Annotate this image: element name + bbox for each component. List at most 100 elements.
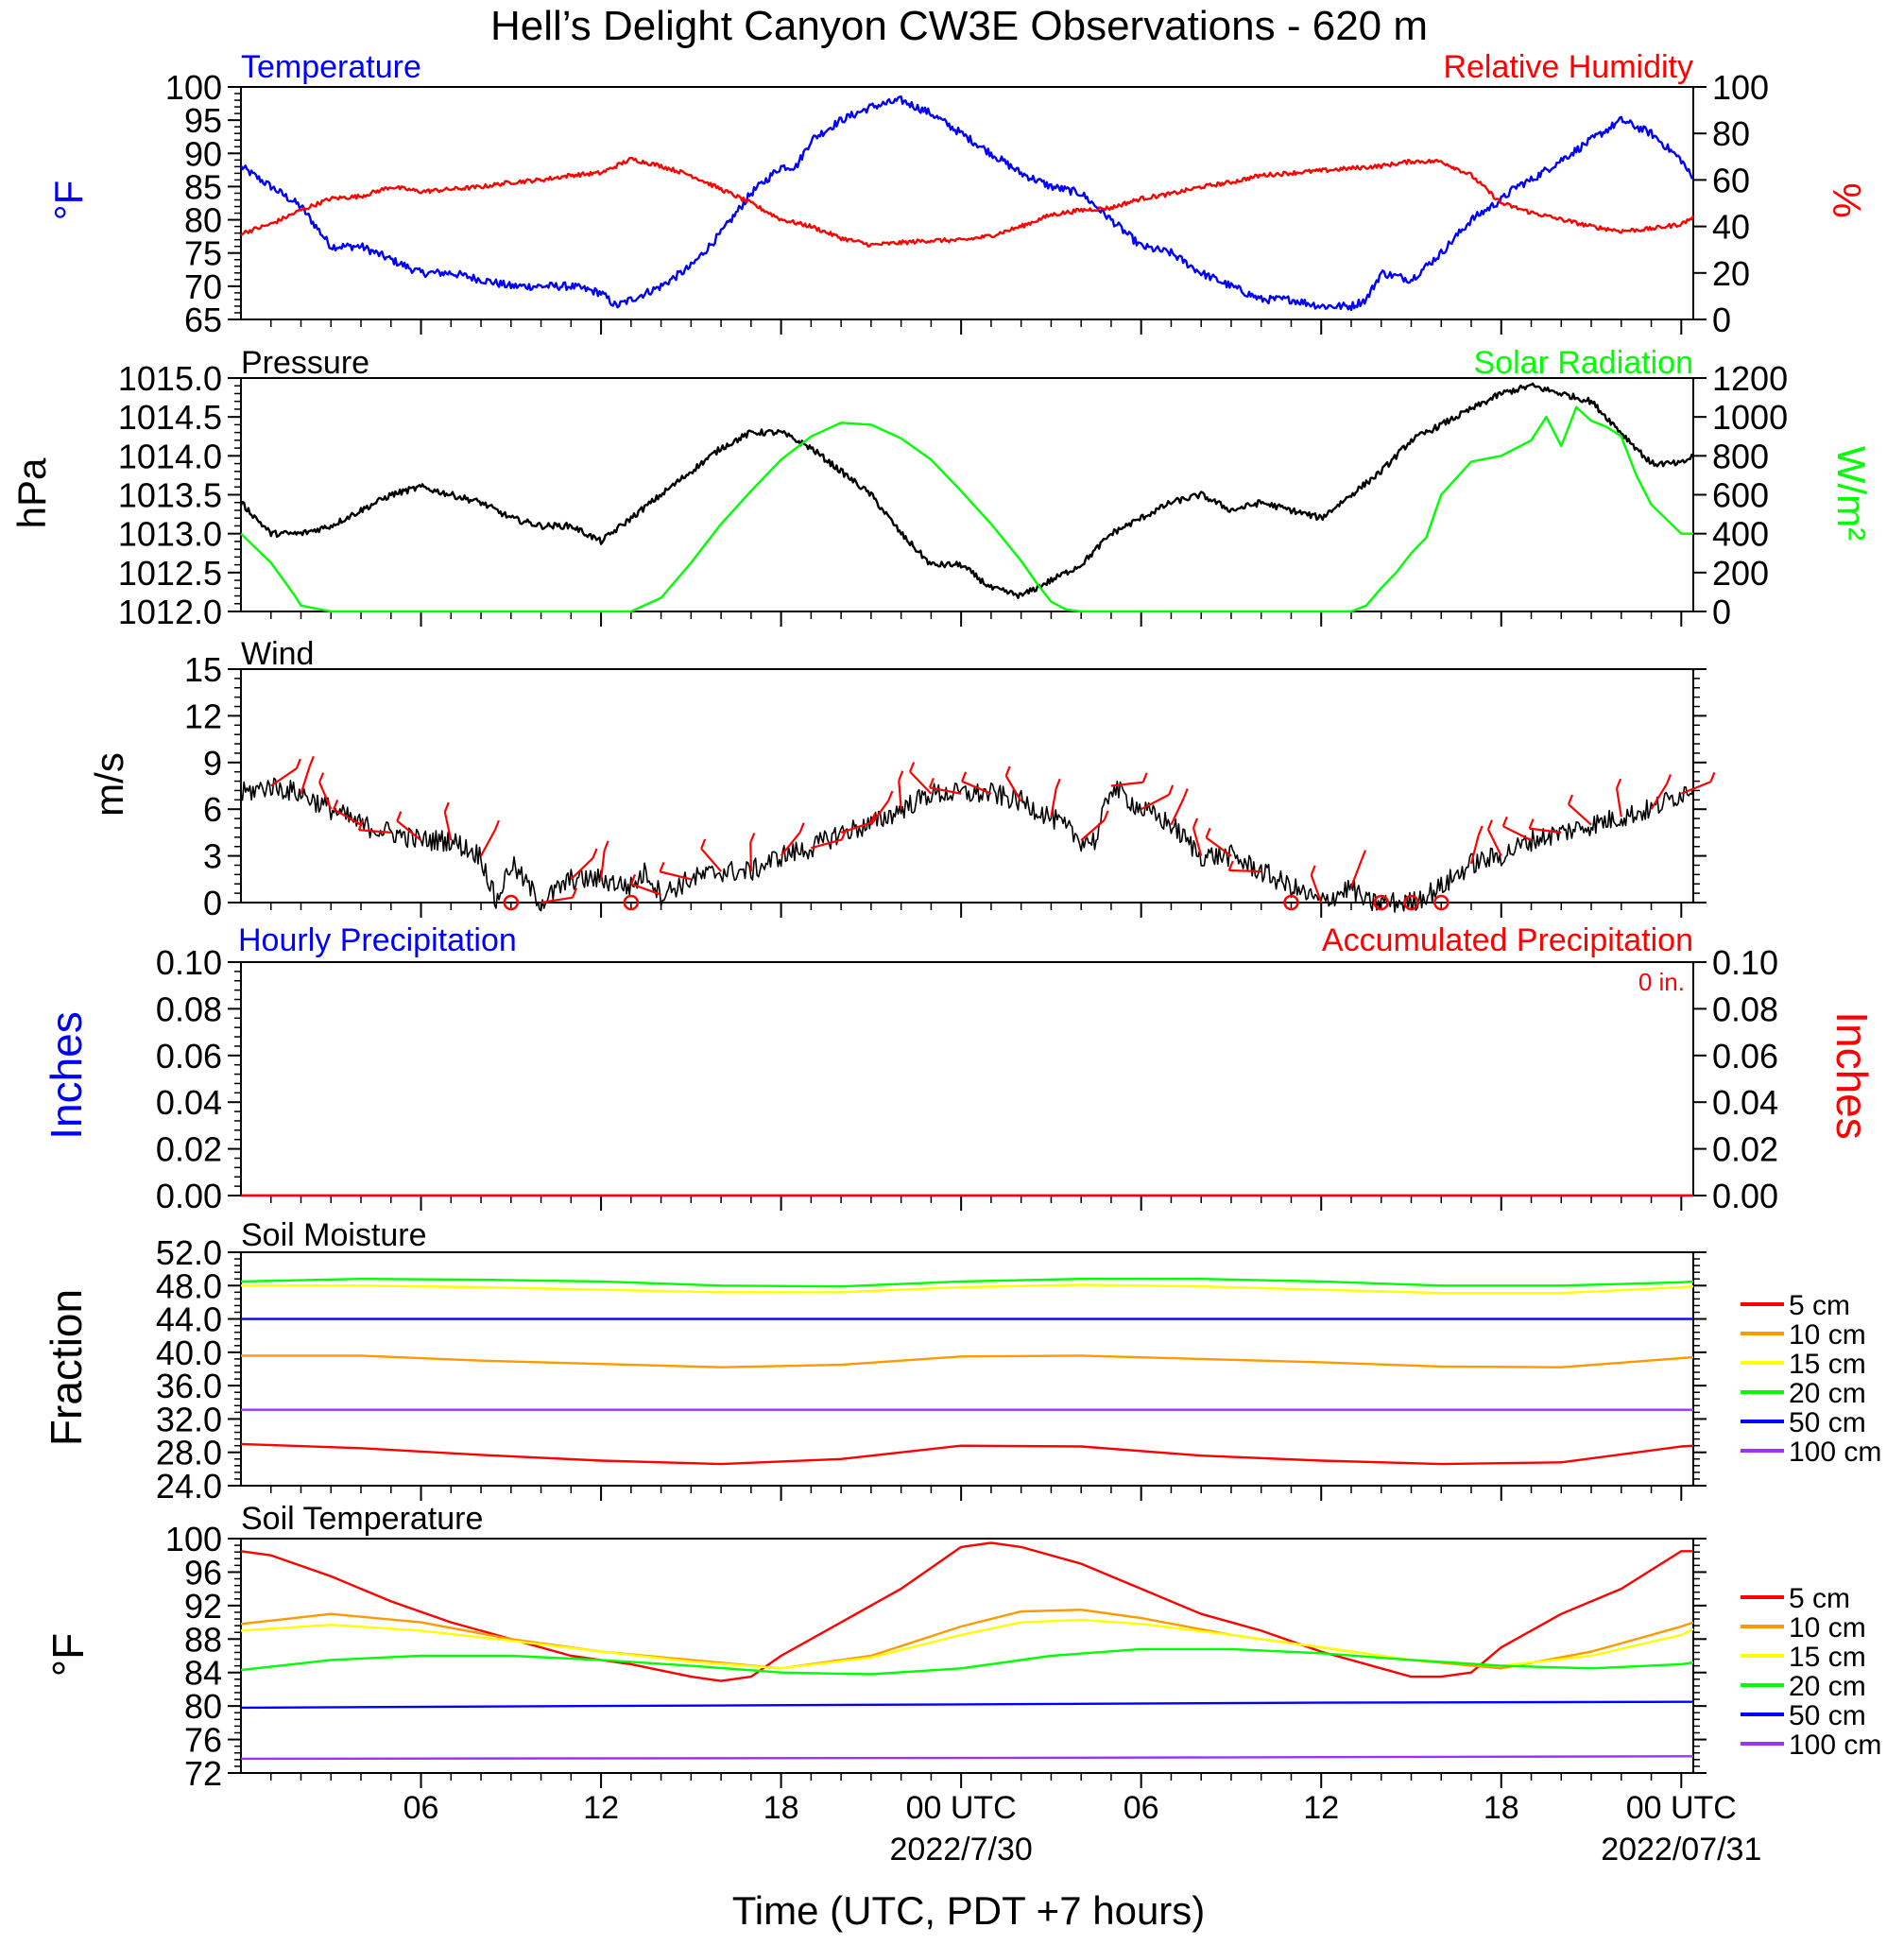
y-tick-label: 100 xyxy=(165,68,222,107)
wind-barb-flag xyxy=(443,801,450,813)
y-tick-label: 1012.0 xyxy=(118,593,222,631)
legend-label: 20 cm xyxy=(1789,1378,1866,1409)
y-tick-label: 95 xyxy=(184,101,222,140)
y-tick-label: 80 xyxy=(184,201,222,240)
y-tick-label-right: 40 xyxy=(1712,208,1750,247)
plot-frame-soil_temp xyxy=(240,1538,1694,1774)
series-line-10-cm xyxy=(240,1609,1694,1670)
y-tick-label: 0.02 xyxy=(156,1130,222,1169)
series-line-20-cm xyxy=(240,1647,1694,1676)
series-line-temperature xyxy=(239,95,1694,312)
wind-barb xyxy=(599,850,606,880)
wind-barb-flag xyxy=(1182,788,1189,799)
y-tick-label-right: 60 xyxy=(1712,161,1750,199)
wind-barb xyxy=(358,829,391,834)
wind-barb xyxy=(630,883,661,896)
y-tick-label: 84 xyxy=(184,1654,222,1693)
figure-title: Hell’s Delight Canyon CW3E Observations … xyxy=(490,3,1428,49)
wind-barb xyxy=(811,838,843,850)
y-tick-label: 36.0 xyxy=(156,1367,222,1405)
y-tick-label: 75 xyxy=(184,234,222,273)
y-tick-label: 15 xyxy=(184,650,222,689)
y-tick-label-right: 1200 xyxy=(1712,359,1788,398)
pressure-panel-title: Pressure xyxy=(241,345,369,381)
calm-wind-marker xyxy=(503,894,520,911)
calm-wind-marker xyxy=(1283,894,1299,911)
y-tick-label: 48.0 xyxy=(156,1266,222,1305)
wind-barb xyxy=(480,829,496,857)
y-tick-label: 0.04 xyxy=(156,1083,222,1122)
y-tick-label: 40.0 xyxy=(156,1334,222,1372)
wind-barb xyxy=(1650,783,1668,810)
wind-barb xyxy=(909,770,933,795)
y-tick-label-right: 600 xyxy=(1712,476,1769,515)
wind-barb xyxy=(1141,793,1170,811)
wind-barb-flag xyxy=(1004,766,1011,777)
y-tick-label: 1014.5 xyxy=(118,398,222,437)
series-line-20-cm xyxy=(240,1278,1694,1288)
soil-moisture-panel-title: Soil Moisture xyxy=(241,1217,427,1253)
wind-barb-flag xyxy=(1501,816,1508,827)
series-line-pressure xyxy=(239,382,1694,599)
y-tick-label-right: 0.00 xyxy=(1712,1177,1778,1215)
y-tick-label: 96 xyxy=(184,1553,222,1592)
wind-barb xyxy=(1004,775,1022,802)
wind-barb-flag xyxy=(493,819,500,831)
wind-barb xyxy=(1110,781,1143,787)
wind-barb-flag xyxy=(1310,865,1316,876)
x-tick-label: 06 xyxy=(403,1790,439,1826)
wind-barb xyxy=(1486,829,1502,857)
hourly-precip-panel-title: Hourly Precipitation xyxy=(238,922,517,958)
wind-barb-flag xyxy=(1616,778,1622,789)
wind-barb xyxy=(443,811,453,841)
y-tick-label: 1012.5 xyxy=(118,554,222,593)
y-tick-label-right: 200 xyxy=(1712,554,1769,593)
wind-barb xyxy=(318,782,333,810)
wind-barb xyxy=(749,842,752,872)
x-tick-label: 00 UTC xyxy=(1626,1790,1737,1826)
soil-temperature-ylabel: °F xyxy=(43,1633,93,1678)
y-tick-label: 44.0 xyxy=(156,1300,222,1339)
x-date-label: 2022/07/31 xyxy=(1601,1832,1761,1868)
y-tick-label: 85 xyxy=(184,167,222,206)
wind-barb xyxy=(1502,825,1533,842)
wind-barb-flag xyxy=(357,819,364,831)
humidity-panel-title: Relative Humidity xyxy=(1443,49,1693,85)
x-tick-label: 18 xyxy=(763,1790,799,1826)
wind-barb-flag xyxy=(1192,818,1198,829)
temperature-panel-title: Temperature xyxy=(241,49,421,85)
y-tick-label: 76 xyxy=(184,1721,222,1760)
y-tick-label: 0 xyxy=(203,884,222,922)
calm-wind-marker xyxy=(1403,894,1419,911)
legend-label: 5 cm xyxy=(1789,1583,1850,1614)
y-tick-label: 80 xyxy=(184,1687,222,1726)
y-tick-label: 12 xyxy=(184,697,222,735)
y-tick-label-right: 400 xyxy=(1712,515,1769,554)
series-line-5-cm xyxy=(240,1442,1694,1466)
y-tick-label: 0.00 xyxy=(156,1177,222,1215)
wind-barb-flag xyxy=(659,861,665,872)
wind-barb xyxy=(1170,798,1185,826)
wind-panel-title: Wind xyxy=(241,636,314,672)
series-line-wind xyxy=(240,777,1694,913)
wind-barb-flag xyxy=(749,833,756,843)
wind-barb-flag xyxy=(887,790,894,801)
legend-label: 15 cm xyxy=(1789,1642,1866,1673)
wind-barb-flag xyxy=(1168,784,1175,796)
wind-barb-flag xyxy=(630,873,637,885)
wind-barb xyxy=(840,821,872,834)
wind-barb xyxy=(1205,836,1232,857)
y-tick-label-right: 0.06 xyxy=(1712,1037,1778,1076)
wind-barb-flag xyxy=(700,838,707,850)
wind-barb-flag xyxy=(295,758,301,769)
y-tick-label: 1013.5 xyxy=(118,476,222,515)
y-tick-label: 88 xyxy=(184,1620,222,1659)
wind-barb-flag xyxy=(396,811,403,822)
legend-label: 10 cm xyxy=(1789,1319,1866,1351)
wind-barb xyxy=(1192,827,1203,856)
wind-barb-flag xyxy=(1666,774,1672,784)
wind-barb xyxy=(1469,835,1480,865)
wind-barb-flag xyxy=(592,848,598,859)
y-tick-label-right: 0 xyxy=(1712,593,1731,631)
